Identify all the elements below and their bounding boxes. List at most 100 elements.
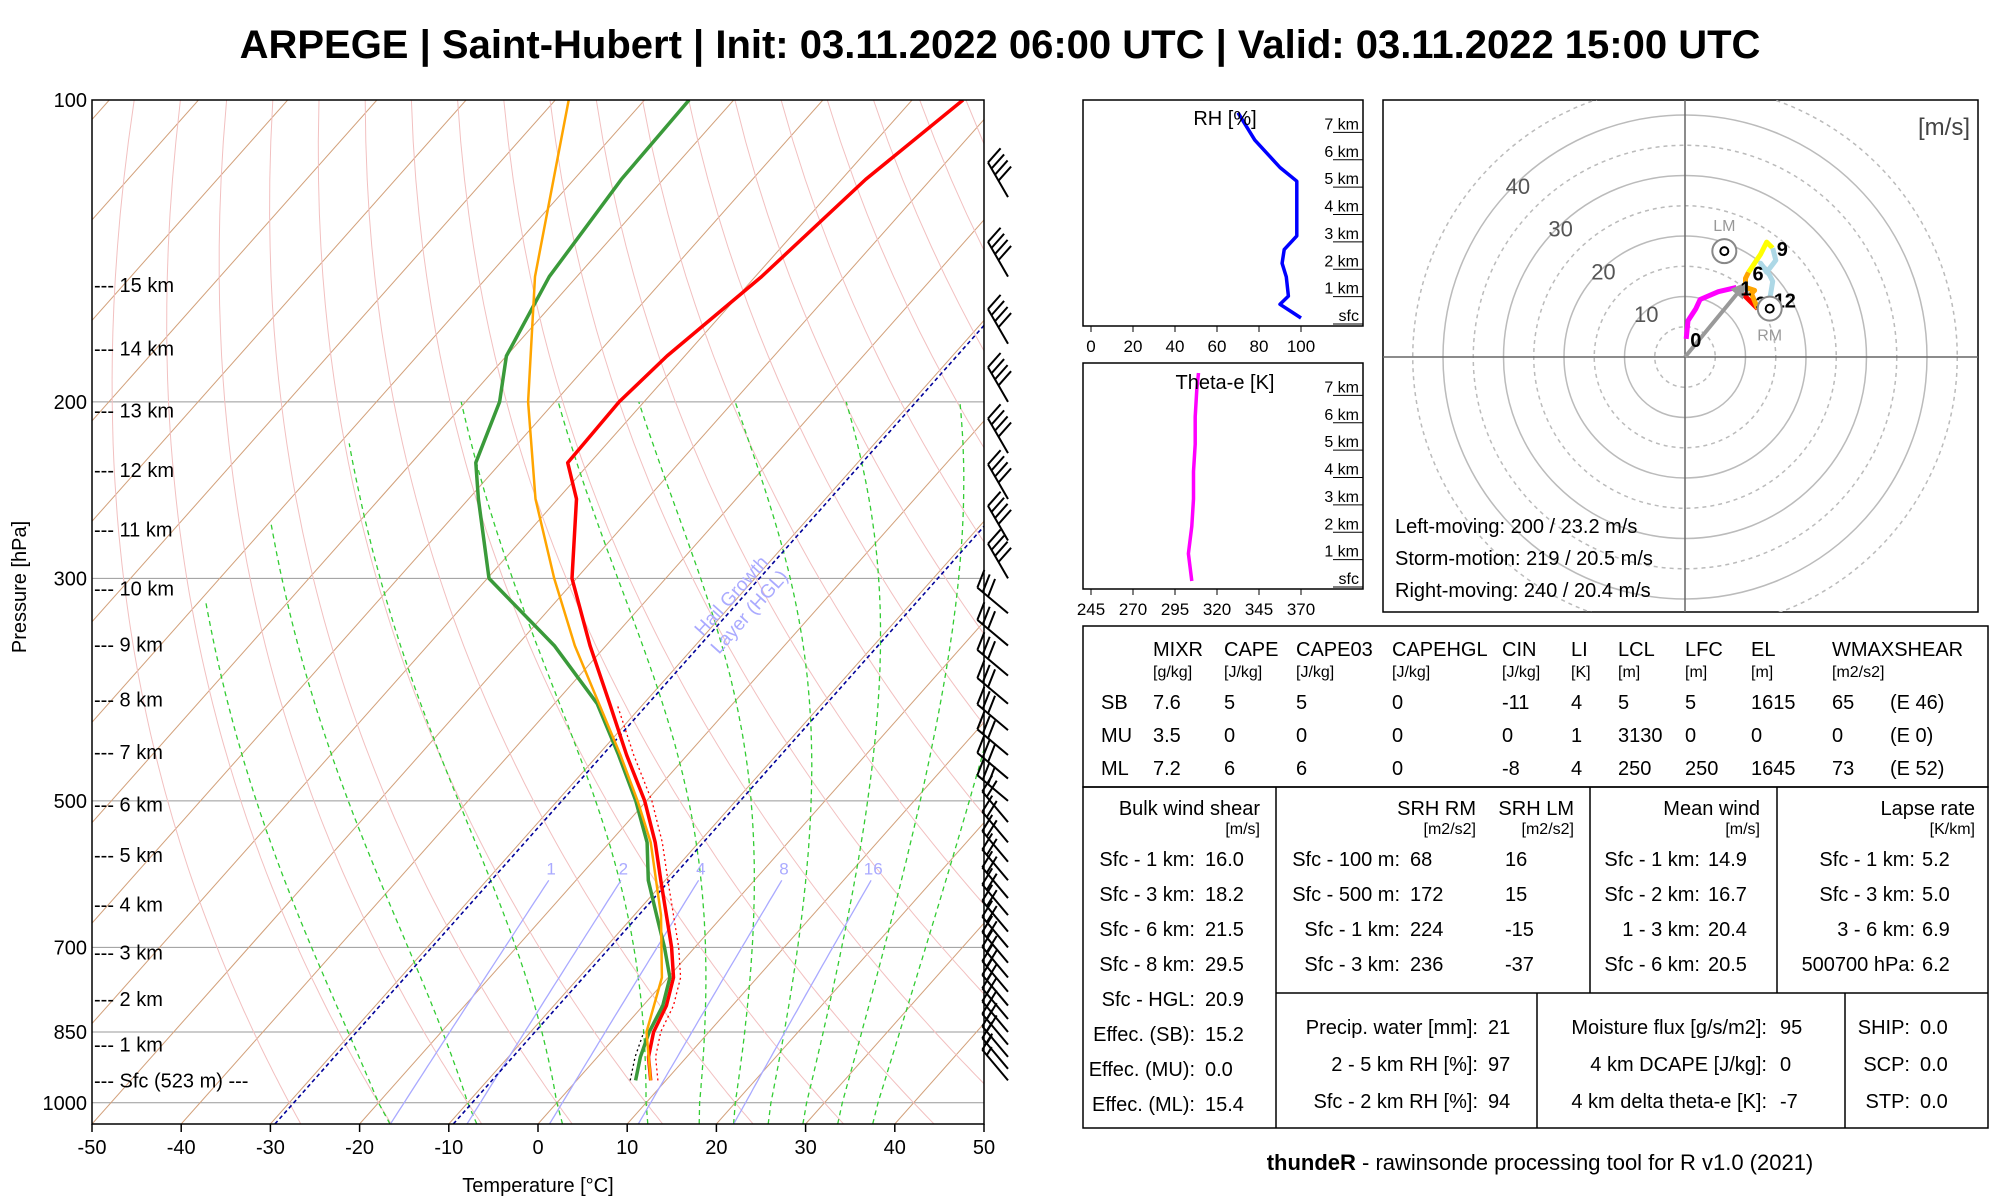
dry-adiabat-line xyxy=(503,100,984,1085)
moist-adiabat-line xyxy=(734,401,813,1124)
pressure-tick-label: 1000 xyxy=(43,1093,88,1115)
parcel-header: MIXR xyxy=(1153,639,1203,661)
srh-rm-value: 172 xyxy=(1410,884,1443,906)
isotherm-line xyxy=(92,100,289,322)
composite-label: STP: xyxy=(1866,1091,1910,1113)
thetae-label: Theta-e [K] xyxy=(1176,372,1275,394)
parcel-cell: 0 xyxy=(1296,725,1307,747)
dry-adiabat-line xyxy=(595,100,984,906)
height-label: --- 6 km xyxy=(94,794,163,816)
mixing-ratio-label: 4 xyxy=(696,860,705,879)
height-label: --- 2 km xyxy=(94,989,163,1011)
wind-barb-feather xyxy=(990,153,1005,170)
lapse-rate-value: 6.9 xyxy=(1922,919,1950,941)
thetae-panel: sfc 1 km 2 km 3 km 4 km 5 km 6 km 7 km 245 270 295… xyxy=(1077,362,1364,619)
storm-motion-arrowhead xyxy=(1730,281,1747,300)
profile-line xyxy=(1186,372,1201,582)
x-tick-label: 60 xyxy=(1208,337,1227,356)
wind-barb-feather xyxy=(976,757,986,776)
isotherm-line xyxy=(92,100,378,422)
flux-value: 0 xyxy=(1780,1054,1791,1076)
parcel-cell: 5 xyxy=(1224,692,1235,714)
parcel-header-unit: [J/kg] xyxy=(1392,664,1430,681)
height-label: --- 12 km xyxy=(94,460,174,482)
composite-value: 0.0 xyxy=(1920,1017,1948,1039)
parcel-header-unit: [m] xyxy=(1751,664,1773,681)
wind-barb-feather xyxy=(981,715,991,735)
wind-barb-feather xyxy=(990,409,1005,426)
wind-barb xyxy=(981,884,1009,933)
srh-lm-value: -15 xyxy=(1505,919,1534,941)
wind-barb-feather xyxy=(994,461,1009,478)
isotherm-line xyxy=(716,821,984,1124)
hodograph-point-label: 6 xyxy=(1753,263,1764,285)
wind-barb xyxy=(976,757,1009,802)
x-tick-label: 295 xyxy=(1161,600,1189,619)
rh-panel: sfc 1 km 2 km 3 km 4 km 5 km 6 km 7 km 0 20 40 60 80… xyxy=(1082,99,1364,356)
bulk-shear-value: 21.5 xyxy=(1205,919,1244,941)
level-label: sfc xyxy=(1339,571,1359,588)
wind-barb-feather xyxy=(994,306,1009,322)
hodograph-segment xyxy=(1683,284,1737,340)
mean-wind-value: 16.7 xyxy=(1708,884,1747,906)
parcel-header: EL xyxy=(1751,639,1775,661)
parcel-cell: 3.5 xyxy=(1153,725,1181,747)
wind-barb-feather xyxy=(981,761,991,781)
parcel-cell: 1615 xyxy=(1751,692,1796,714)
hodograph-ring-label: 40 xyxy=(1506,174,1530,199)
pressure-tick-label: 100 xyxy=(54,90,87,112)
wind-barb-feather xyxy=(990,534,1005,551)
parcel-header-unit: [m2/s2] xyxy=(1832,664,1884,681)
height-label: --- 8 km xyxy=(94,689,163,711)
wind-barb xyxy=(981,867,1009,916)
composite-label: SCP: xyxy=(1863,1054,1910,1076)
parcel-cell: 0 xyxy=(1502,725,1513,747)
bulk-shear-value: 0.0 xyxy=(1205,1059,1233,1081)
wind-barb-feather xyxy=(987,640,996,660)
x-tick-label: 320 xyxy=(1203,600,1231,619)
level-label: 7 km xyxy=(1324,116,1359,133)
wind-barb-feather xyxy=(976,734,986,754)
wind-barb-feather xyxy=(981,900,994,918)
lapse-rate-unit: [K/km] xyxy=(1930,821,1975,838)
parcel-header-unit: [J/kg] xyxy=(1296,664,1334,681)
hodograph-ring-label: 10 xyxy=(1634,302,1658,327)
x-tick-label: 10 xyxy=(616,1137,638,1159)
srh-rm-unit: [m2/s2] xyxy=(1424,821,1476,838)
x-tick-label: 30 xyxy=(794,1137,816,1159)
dry-adiabat-line xyxy=(364,100,754,1124)
wind-barb xyxy=(981,795,1009,844)
wind-barb-feather xyxy=(985,856,998,874)
parcel-cell: 250 xyxy=(1685,758,1718,780)
parcel-header: WMAXSHEAR xyxy=(1832,639,1963,661)
wind-barb xyxy=(976,569,1009,615)
wind-barb-feather xyxy=(987,743,996,763)
srh-lm-title: SRH LM xyxy=(1498,798,1574,820)
srh-label: Sfc - 500 m: xyxy=(1292,884,1400,906)
wind-barb xyxy=(976,659,1009,705)
parcel-cell: 250 xyxy=(1618,758,1651,780)
wind-barb-feather xyxy=(985,905,998,923)
mean-wind-label: Sfc - 2 km: xyxy=(1604,884,1700,906)
wind-barb-feather xyxy=(981,850,994,868)
parcel-row-label: MU xyxy=(1101,725,1132,747)
bulk-shear-label: Sfc - 8 km: xyxy=(1099,954,1195,976)
wind-barb xyxy=(987,528,1012,579)
x-tick-label: 20 xyxy=(1124,337,1143,356)
parcel-cell: 4 xyxy=(1571,692,1582,714)
hodograph-segment xyxy=(1746,239,1775,274)
wind-barb-feather xyxy=(976,711,986,730)
bulk-shear-label: Sfc - 3 km: xyxy=(1099,884,1195,906)
parcel-header: CIN xyxy=(1502,639,1536,661)
wind-barb-feather xyxy=(997,467,1012,484)
height-label: --- 15 km xyxy=(94,275,174,297)
bulk-shear-label: Effec. (SB): xyxy=(1093,1024,1195,1046)
flux-label: Moisture flux [g/s/m2]: xyxy=(1571,1017,1767,1039)
parcel-cell: 0 xyxy=(1685,725,1696,747)
srh-lm-value: -37 xyxy=(1505,954,1534,976)
skewt-plot-area xyxy=(92,100,984,1124)
wind-barb-feather xyxy=(981,690,991,710)
x-tick-label: -10 xyxy=(434,1137,463,1159)
parcel-extra: (E 46) xyxy=(1890,692,1944,714)
